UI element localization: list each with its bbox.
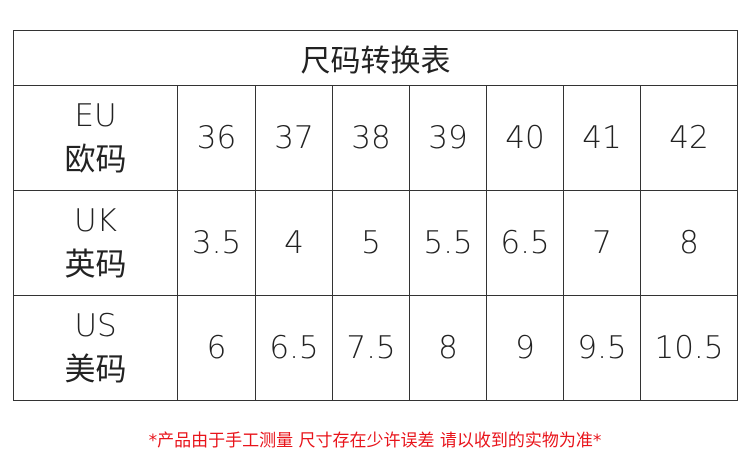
size-cell: 6.5 bbox=[255, 295, 333, 401]
size-cell: 6.5 bbox=[486, 190, 564, 296]
size-cell: 36 bbox=[177, 85, 256, 191]
row-label-cn: 美码 bbox=[64, 352, 127, 388]
row-label-cn: 英码 bbox=[64, 247, 127, 283]
size-cell: 5 bbox=[332, 190, 410, 296]
size-cell: 8 bbox=[409, 295, 487, 401]
size-cell: 6 bbox=[177, 295, 256, 401]
size-cell: 41 bbox=[563, 85, 641, 191]
row-label: EU 欧码 bbox=[13, 85, 178, 191]
size-cell: 38 bbox=[332, 85, 410, 191]
size-cell: 7 bbox=[563, 190, 641, 296]
size-cell: 7.5 bbox=[332, 295, 410, 401]
size-cell: 37 bbox=[255, 85, 333, 191]
table-row-us: US 美码 6 6.5 7.5 8 9 9.5 10.5 bbox=[13, 295, 738, 401]
size-cell: 39 bbox=[409, 85, 487, 191]
table-row-eu: EU 欧码 36 37 38 39 40 41 42 bbox=[13, 85, 738, 191]
size-cell: 10.5 bbox=[640, 295, 738, 401]
size-cell: 3.5 bbox=[177, 190, 256, 296]
row-label: UK 英码 bbox=[13, 190, 178, 296]
measurement-disclaimer: *产品由于手工测量 尺寸存在少许误差 请以收到的实物为准* bbox=[148, 431, 602, 451]
size-cell: 40 bbox=[486, 85, 564, 191]
size-cell: 9 bbox=[486, 295, 564, 401]
row-label-en: UK bbox=[73, 203, 118, 239]
table-title: 尺码转换表 bbox=[13, 30, 738, 86]
size-cell: 4 bbox=[255, 190, 333, 296]
row-label-cn: 欧码 bbox=[64, 142, 127, 178]
row-label-en: US bbox=[74, 308, 117, 344]
row-label-en: EU bbox=[74, 98, 117, 134]
table-row-uk: UK 英码 3.5 4 5 5.5 6.5 7 8 bbox=[13, 190, 738, 296]
size-cell: 9.5 bbox=[563, 295, 641, 401]
size-cell: 8 bbox=[640, 190, 738, 296]
row-label: US 美码 bbox=[13, 295, 178, 401]
size-cell: 5.5 bbox=[409, 190, 487, 296]
size-cell: 42 bbox=[640, 85, 738, 191]
size-conversion-table: 尺码转换表 EU 欧码 36 37 38 39 40 41 42 UK 英码 3.5… bbox=[13, 30, 738, 401]
